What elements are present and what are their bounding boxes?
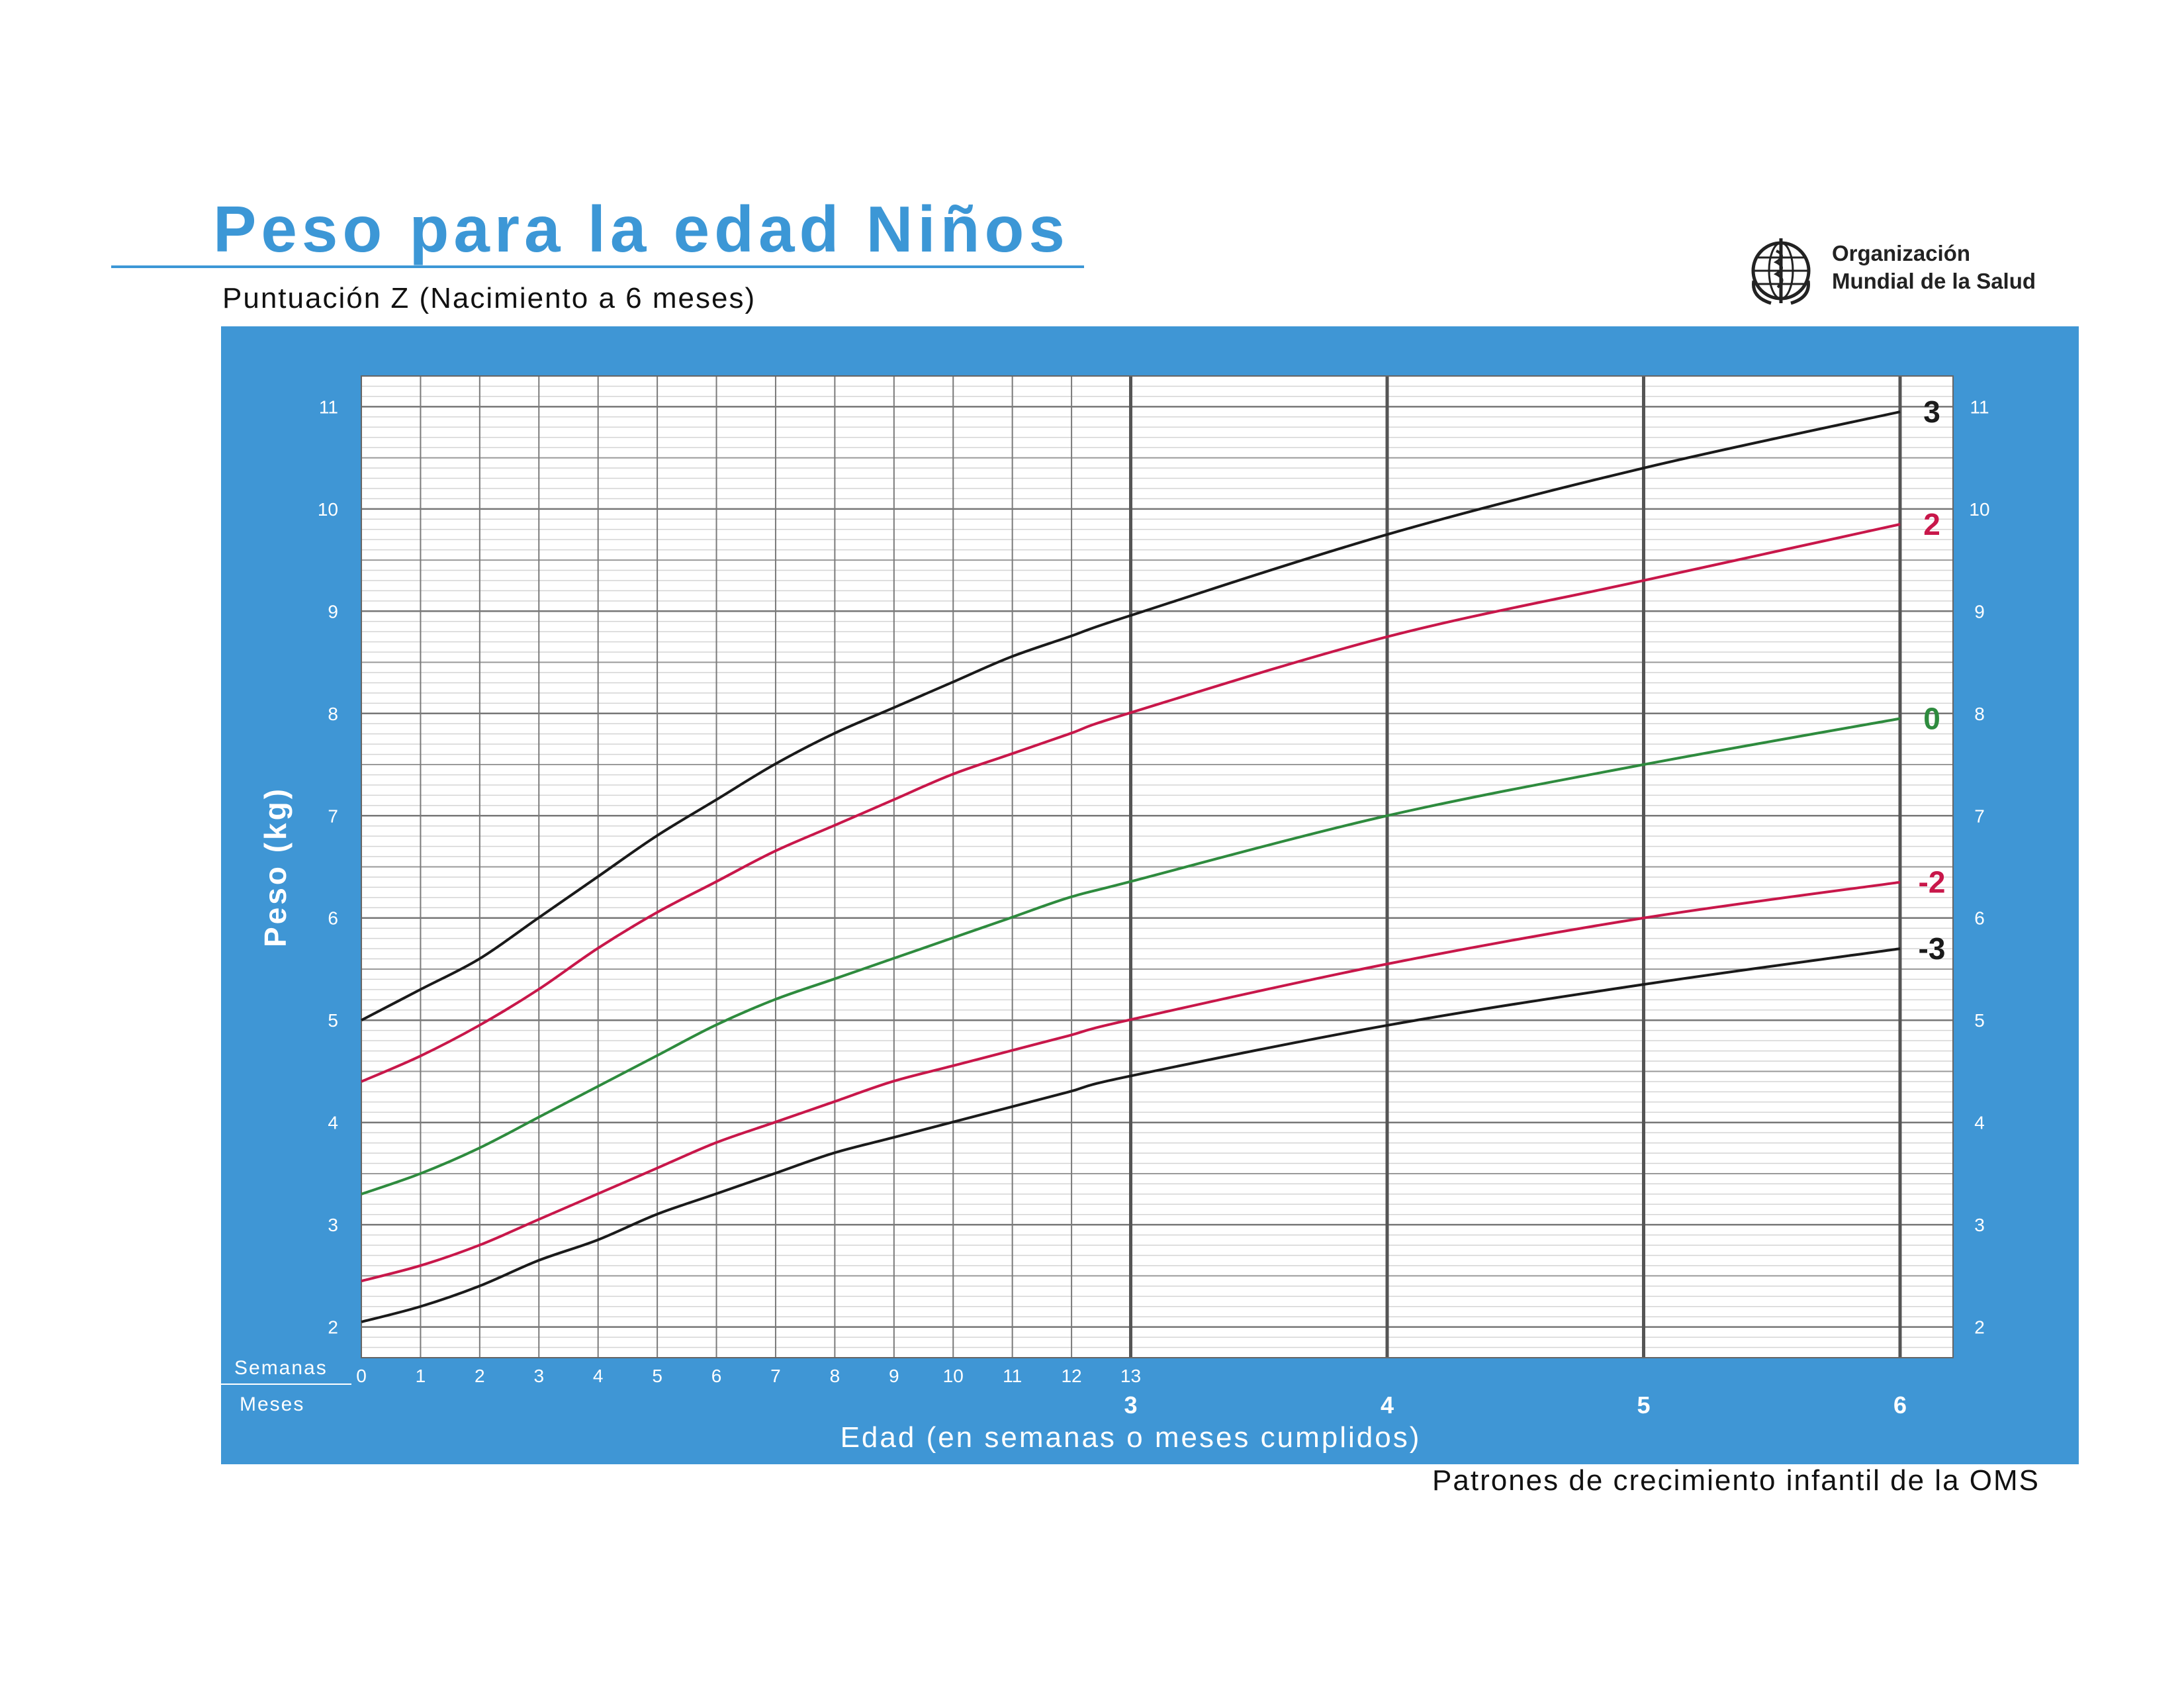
y-tick-label-right: 3 [1974,1215,1985,1235]
y-tick-label-right: 2 [1974,1317,1985,1338]
month-tick-label: 4 [1381,1391,1394,1419]
y-axis-title: Peso (kg) [258,786,293,947]
y-tick-label-right: 11 [1970,397,1989,417]
week-tick-label: 10 [943,1366,964,1386]
chart-subtitle: Puntuación Z (Nacimiento a 6 meses) [222,282,756,314]
week-tick-label: 1 [416,1366,426,1386]
y-tick-label-left: 11 [319,397,338,417]
week-tick-label: 3 [533,1366,544,1386]
who-emblem-icon [1751,238,1811,305]
y-tick-label-right: 6 [1974,908,1985,929]
weeks-unit-label: Semanas [234,1357,328,1379]
week-tick-label: 2 [475,1366,485,1386]
title-underline [111,265,1084,268]
series-label-z-2: -2 [1919,865,1946,900]
week-tick-label: 11 [1003,1366,1022,1386]
y-tick-label-left: 6 [328,908,338,929]
series-lines: 3 2 0 -2 -3 [361,395,1946,1323]
y-tick-label-right: 8 [1974,704,1985,724]
x-axis-title: Edad (en semanas o meses cumplidos) [841,1421,1422,1454]
week-tick-label: 9 [889,1366,899,1386]
who-logo: Organización Mundial de la Salud [1745,234,2115,307]
month-tick-label: 3 [1124,1391,1137,1419]
footer-source: Patrones de crecimiento infantil de la O… [1432,1464,2040,1497]
y-tick-label-left: 8 [328,704,338,724]
week-tick-label: 12 [1061,1366,1081,1386]
series-line-z0 [361,717,1901,1196]
week-tick-label: 7 [770,1366,781,1386]
plot-border [361,375,1954,1358]
y-tick-label-right: 9 [1974,601,1985,622]
month-tick-label: 5 [1637,1391,1650,1419]
series-label-z2: 2 [1923,507,1940,541]
week-tick-label: 13 [1120,1366,1141,1386]
series-line-z3 [361,410,1901,1021]
y-tick-label-left: 7 [328,806,338,826]
month-tick-label: 6 [1893,1391,1907,1419]
series-line-z-3 [361,947,1901,1323]
y-tick-label-left: 5 [328,1010,338,1031]
y-tick-label-left: 10 [318,499,338,520]
y-tick-label-left: 4 [328,1113,338,1133]
chart-panel: 3 2 0 -2 -3 2 2 3 3 4 4 5 5 6 6 7 7 8 8 9 9 10 10 11 11 0 1 2 3 4 5 6 7… [221,326,2079,1464]
y-tick-label-left: 2 [328,1317,338,1338]
series-label-z0: 0 [1923,702,1940,736]
week-tick-label: 5 [652,1366,662,1386]
week-tick-label: 0 [356,1366,367,1386]
org-name-line2: Mundial de la Salud [1832,269,2036,293]
org-name-line1: Organización [1832,241,1971,265]
week-tick-label: 8 [830,1366,841,1386]
week-tick-label: 4 [593,1366,604,1386]
y-tick-label-right: 4 [1974,1113,1985,1133]
y-tick-label-right: 7 [1974,806,1985,826]
week-tick-label: 6 [711,1366,722,1386]
y-tick-label-left: 3 [328,1215,338,1235]
y-tick-label-left: 9 [328,601,338,622]
y-tick-label-right: 10 [1969,499,1989,520]
page-title: Peso para la edad Niños [213,193,1069,265]
series-label-z3: 3 [1923,395,1940,429]
y-tick-label-right: 5 [1974,1010,1985,1031]
series-line-z-2 [361,880,1901,1283]
series-line-z2 [361,523,1901,1083]
series-label-z-3: -3 [1919,931,1946,966]
months-unit-label: Meses [240,1393,304,1415]
